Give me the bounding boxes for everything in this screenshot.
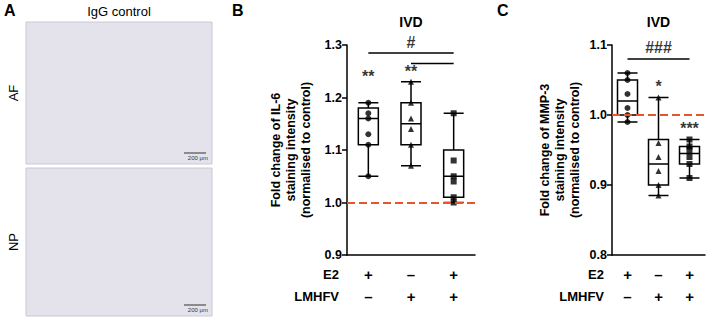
svg-text:0.9: 0.9 [590, 178, 607, 192]
svg-text:IgG control: IgG control [87, 4, 151, 19]
svg-text:Fold change of IL-6: Fold change of IL-6 [269, 93, 283, 208]
svg-text:0.8: 0.8 [590, 248, 607, 262]
svg-text:1.1: 1.1 [590, 38, 607, 52]
svg-text:**: ** [405, 63, 418, 80]
svg-text:+: + [685, 266, 694, 283]
svg-text:200 μm: 200 μm [188, 155, 208, 161]
svg-text:–: – [407, 266, 415, 283]
svg-text:***: *** [680, 120, 699, 137]
svg-text:+: + [449, 266, 458, 283]
svg-text:–: – [623, 288, 631, 305]
svg-text:+: + [449, 288, 458, 305]
svg-text:IVD: IVD [647, 14, 670, 30]
svg-text:**: ** [362, 68, 375, 85]
svg-text:AF: AF [6, 85, 21, 102]
svg-text:Fold change of MMP-3: Fold change of MMP-3 [538, 84, 552, 217]
svg-text:###: ### [645, 39, 672, 56]
svg-text:+: + [407, 288, 416, 305]
svg-text:*: * [655, 78, 662, 95]
svg-text:1.3: 1.3 [325, 38, 342, 52]
svg-text:NP: NP [6, 233, 21, 251]
svg-text:1.2: 1.2 [325, 91, 342, 105]
svg-text:–: – [654, 266, 662, 283]
svg-text:200 μm: 200 μm [188, 307, 208, 313]
svg-text:#: # [407, 34, 416, 51]
svg-text:1.0: 1.0 [590, 108, 607, 122]
svg-text:(normalised to control): (normalised to control) [568, 82, 582, 218]
svg-text:LMHFV: LMHFV [294, 289, 339, 304]
svg-text:A: A [4, 2, 16, 19]
svg-text:E2: E2 [588, 267, 604, 282]
svg-text:LMHFV: LMHFV [559, 289, 604, 304]
svg-text:IVD: IVD [399, 14, 422, 30]
svg-text:+: + [654, 288, 663, 305]
svg-text:–: – [364, 288, 372, 305]
svg-text:+: + [364, 266, 373, 283]
svg-text:1.1: 1.1 [325, 143, 342, 157]
svg-text:E2: E2 [323, 267, 339, 282]
svg-text:B: B [232, 2, 244, 19]
svg-text:1.0: 1.0 [325, 196, 342, 210]
svg-text:C: C [497, 2, 509, 19]
svg-text:staining intensity: staining intensity [284, 99, 298, 202]
svg-text:+: + [623, 266, 632, 283]
svg-text:staining intensity: staining intensity [553, 99, 567, 202]
svg-text:+: + [685, 288, 694, 305]
svg-text:(normalised to control): (normalised to control) [299, 82, 313, 218]
svg-text:0.9: 0.9 [325, 248, 342, 262]
